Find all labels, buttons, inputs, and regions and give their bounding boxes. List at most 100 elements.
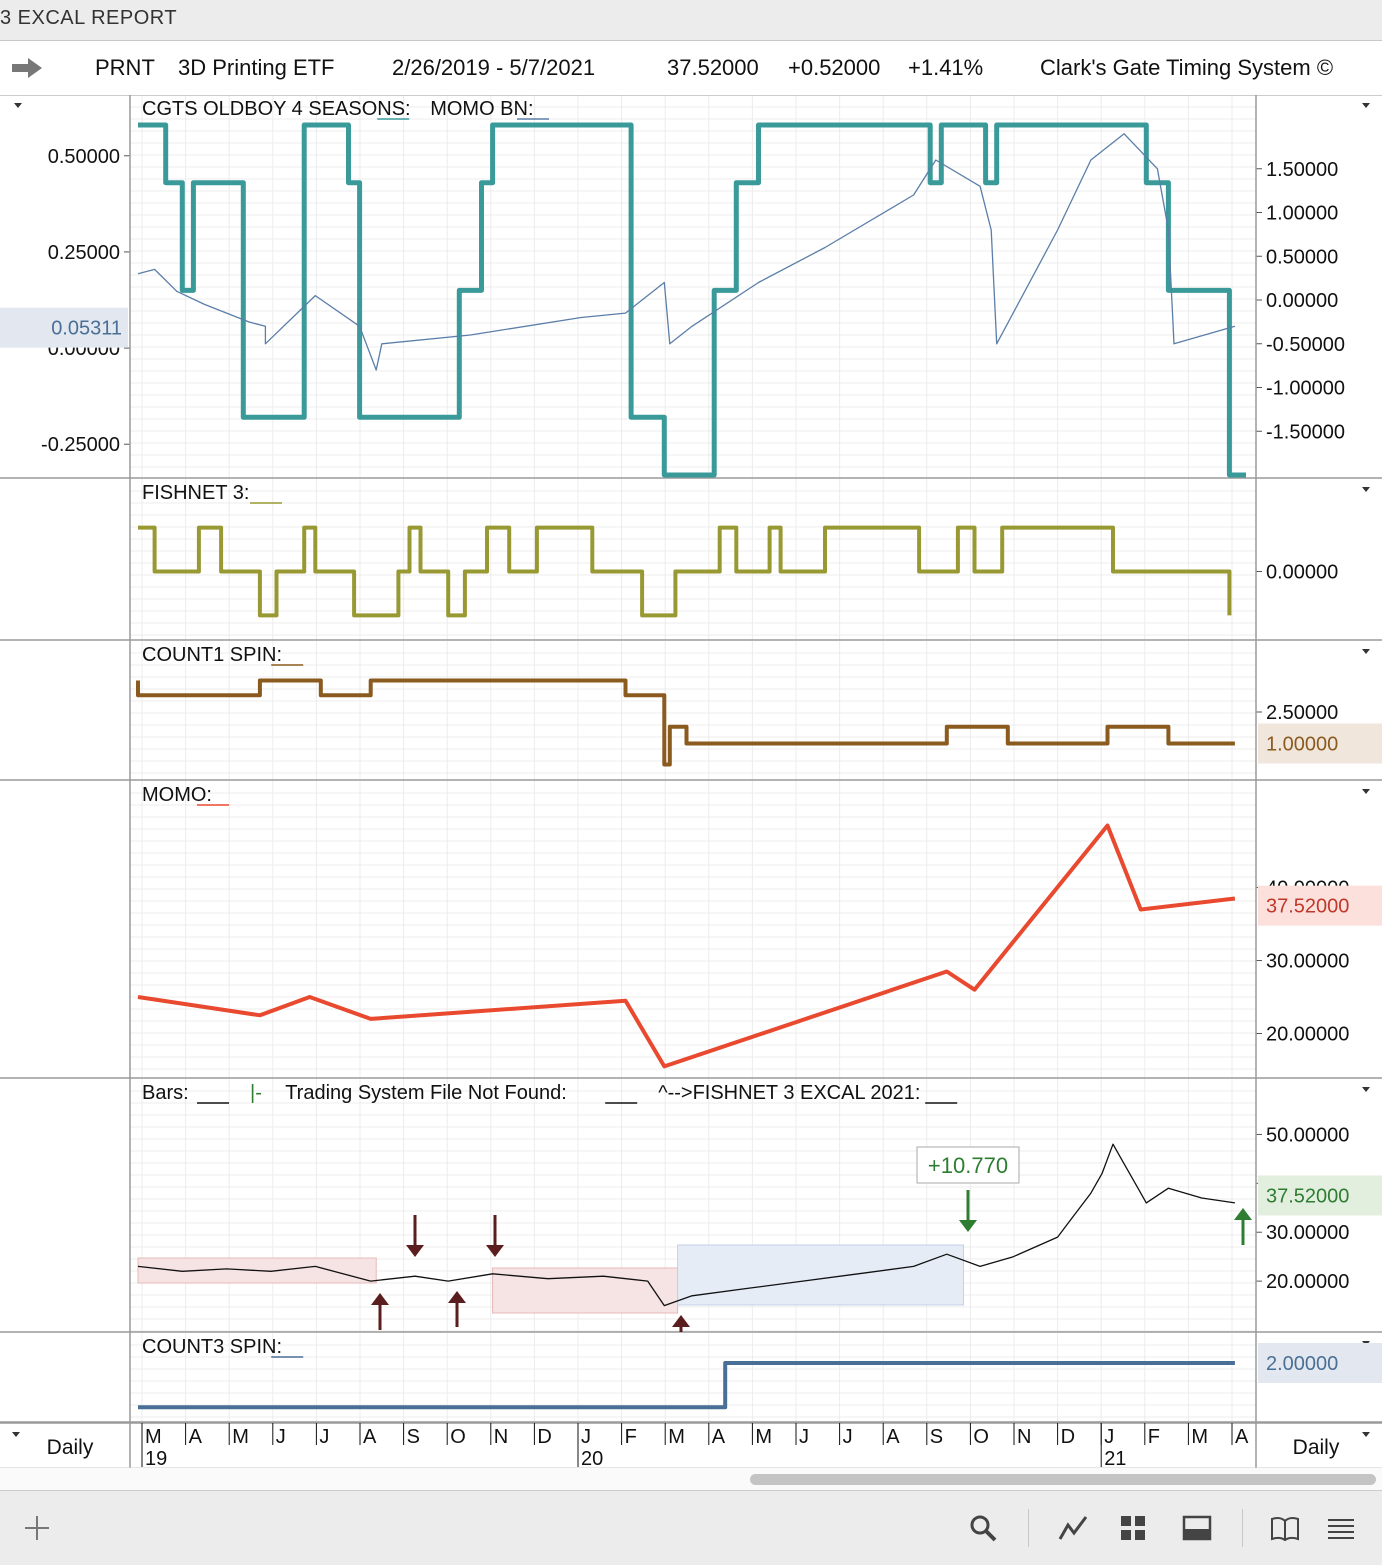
line-chart-icon[interactable] bbox=[1058, 1513, 1088, 1543]
series-line bbox=[136, 678, 1235, 767]
dropdown-arrow-icon bbox=[1362, 487, 1370, 492]
gain-annotation-box bbox=[916, 1146, 1020, 1184]
add-icon[interactable] bbox=[22, 1513, 52, 1543]
signal-arrow-head bbox=[959, 1220, 977, 1232]
panel-label: Bars: bbox=[142, 1082, 189, 1104]
panel-label: COUNT3 SPIN: bbox=[142, 1336, 282, 1358]
period-left: Daily bbox=[47, 1436, 94, 1459]
x-tick-label: J bbox=[843, 1426, 853, 1448]
x-tick-label: J bbox=[319, 1426, 329, 1448]
panel-cgts: 1.50000 1.00000 0.50000 0.00000 -0.50000 -1.0… bbox=[0, 95, 1382, 479]
y-tick-label: 20.00000 bbox=[1266, 1271, 1349, 1293]
year-label: 20 bbox=[581, 1448, 603, 1468]
value-badge-text: 2.00000 bbox=[1266, 1353, 1338, 1375]
menu-icon[interactable] bbox=[1326, 1513, 1356, 1543]
x-tick-label: D bbox=[1061, 1426, 1075, 1448]
panel-label: MOMO BN: bbox=[430, 98, 533, 120]
x-tick-label: M bbox=[1191, 1426, 1208, 1448]
y-tick-label-left: 0.50000 bbox=[48, 146, 120, 168]
year-label: 19 bbox=[145, 1448, 167, 1468]
value-badge bbox=[1258, 885, 1382, 926]
signal-arrow-head bbox=[486, 1245, 504, 1257]
panel-count1: 2.50000 COUNT1 SPIN: 1.00000 bbox=[0, 641, 1382, 781]
value-badge-text: 0.05311 bbox=[51, 318, 122, 340]
x-tick-label: M bbox=[668, 1426, 685, 1448]
grid-icon[interactable] bbox=[1118, 1513, 1148, 1543]
symbol: PRNT bbox=[95, 55, 155, 80]
series-line bbox=[137, 823, 1236, 1069]
y-tick-label: 30.00000 bbox=[1266, 1222, 1349, 1244]
horizontal-scrollbar-thumb[interactable] bbox=[750, 1474, 1376, 1485]
book-icon[interactable] bbox=[1270, 1513, 1300, 1543]
trade-region bbox=[677, 1244, 964, 1306]
y-tick-label-left: -0.25000 bbox=[41, 434, 120, 456]
x-tick-label: F bbox=[1148, 1426, 1160, 1448]
x-tick-label: S bbox=[407, 1426, 420, 1448]
x-tick-label: N bbox=[1017, 1426, 1031, 1448]
x-tick-label: J bbox=[581, 1426, 591, 1448]
instrument-name: 3D Printing ETF bbox=[178, 55, 335, 80]
panel-label: ^-->FISHNET 3 EXCAL 2021: bbox=[658, 1082, 920, 1104]
panel-grid bbox=[130, 641, 1256, 780]
signal-arrow-head bbox=[448, 1291, 466, 1303]
dropdown-arrow-icon bbox=[1362, 649, 1370, 654]
series-line bbox=[138, 1361, 1235, 1410]
value-badge bbox=[1258, 1175, 1382, 1216]
percent-change: +1.41% bbox=[908, 55, 984, 80]
panel-layout-icon[interactable] bbox=[1182, 1513, 1212, 1543]
series-line bbox=[138, 122, 1246, 478]
value-badge-text: 37.52000 bbox=[1266, 1185, 1349, 1207]
y-tick-label: 1.00000 bbox=[1266, 203, 1338, 225]
chart-background bbox=[0, 95, 1382, 1468]
y-tick-label: -1.50000 bbox=[1266, 421, 1345, 443]
panel-grid bbox=[130, 95, 1256, 478]
x-tick-label: S bbox=[930, 1426, 943, 1448]
panel-bars: 50.0000040.0000030.0000020.00000Bars:|-T… bbox=[0, 1079, 1382, 1333]
value-badge bbox=[1258, 1343, 1382, 1383]
last-price: 37.52000 bbox=[667, 55, 759, 80]
toolbar-separator bbox=[1028, 1509, 1029, 1547]
arrow-right-icon[interactable] bbox=[12, 58, 42, 78]
search-icon[interactable] bbox=[968, 1513, 998, 1543]
x-tick-label: M bbox=[145, 1426, 162, 1448]
trade-region bbox=[492, 1267, 679, 1314]
y-tick-label: 0.00000 bbox=[1266, 562, 1338, 584]
x-tick-label: J bbox=[1104, 1426, 1114, 1448]
panel-fishnet: 0.00000 FISHNET 3: bbox=[0, 479, 1382, 641]
x-tick-label: D bbox=[537, 1426, 551, 1448]
panel-count3: COUNT3 SPIN: 2.00000 bbox=[0, 1333, 1382, 1423]
y-tick-label: 50.00000 bbox=[1266, 1124, 1349, 1146]
series-line bbox=[137, 1143, 1235, 1307]
x-tick-label: A bbox=[712, 1426, 726, 1448]
dropdown-arrow-icon bbox=[1362, 1432, 1370, 1437]
panel-label: Trading System File Not Found: bbox=[285, 1082, 567, 1104]
series-line bbox=[137, 133, 1236, 371]
y-tick-label: 30.00000 bbox=[1266, 951, 1349, 973]
chart-header: PRNT 3D Printing ETF 2/26/2019 - 5/7/202… bbox=[0, 41, 1382, 96]
y-tick-label: 20.00000 bbox=[1266, 1024, 1349, 1046]
x-tick-label: A bbox=[363, 1426, 377, 1448]
window-title: 3 EXCAL REPORT bbox=[0, 7, 178, 29]
dropdown-arrow-icon bbox=[1362, 103, 1370, 108]
window-titlebar: 3 EXCAL REPORT bbox=[0, 0, 1382, 41]
signal-arrow-head bbox=[406, 1245, 424, 1257]
y-tick-label-left: 0.25000 bbox=[48, 242, 120, 264]
x-tick-label: A bbox=[189, 1426, 203, 1448]
x-tick-label: M bbox=[232, 1426, 249, 1448]
y-tick-label: 2.50000 bbox=[1266, 702, 1338, 724]
x-axis: M A M J J A S O N D J F M A M J J A S O N D J F M A 19 20 21 bbox=[0, 1422, 1382, 1468]
chart-area[interactable]: 1.50000 1.00000 0.50000 0.00000 -0.50000 -1.0… bbox=[0, 95, 1382, 1468]
signal-arrow-head bbox=[371, 1293, 389, 1305]
x-tick-label: O bbox=[973, 1426, 989, 1448]
signal-arrow-head bbox=[1234, 1208, 1252, 1220]
panel-grid bbox=[130, 479, 1256, 640]
period-right: Daily bbox=[1293, 1436, 1340, 1459]
y-tick-label: 0.00000 bbox=[1266, 290, 1338, 312]
dropdown-arrow-icon bbox=[1362, 1087, 1370, 1092]
price-change: +0.52000 bbox=[788, 55, 881, 80]
x-tick-label: N bbox=[494, 1426, 508, 1448]
panel-label: |- bbox=[250, 1082, 262, 1104]
dropdown-arrow-icon bbox=[14, 103, 22, 108]
year-label: 21 bbox=[1104, 1448, 1126, 1468]
